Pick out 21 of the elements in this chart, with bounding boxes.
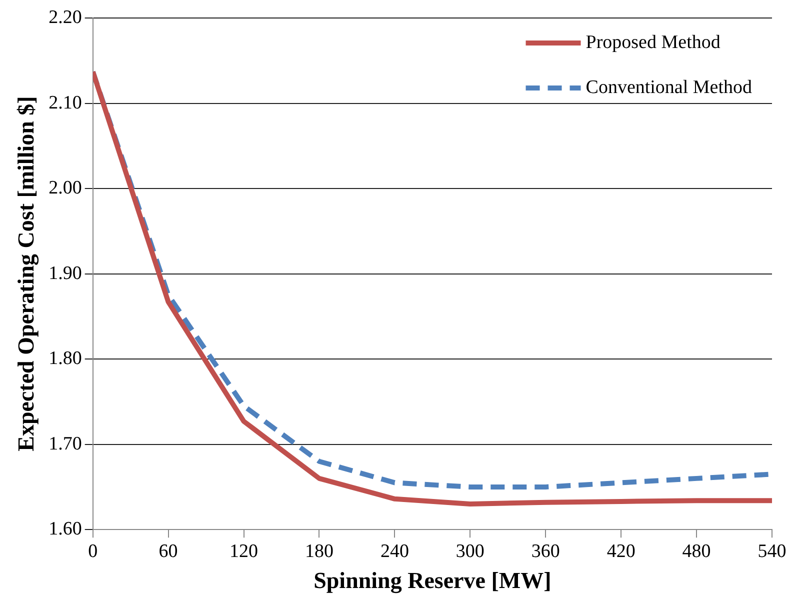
x-tick-label: 120 — [230, 540, 258, 562]
y-tick-label: 1.70 — [48, 433, 82, 454]
x-tick-label: 240 — [380, 540, 409, 562]
legend-label: Proposed Method — [586, 32, 721, 53]
x-tick-label: 300 — [456, 540, 484, 562]
x-tick-label: 420 — [606, 540, 636, 562]
x-tick-label: 0 — [88, 540, 98, 562]
y-tick-label: 2.20 — [48, 6, 82, 28]
y-tick-label: 2.10 — [48, 92, 82, 114]
x-tick-label: 360 — [531, 540, 560, 562]
y-tick-label: 1.90 — [48, 262, 82, 284]
x-tick-label: 540 — [758, 540, 786, 562]
y-axis-title: Expected Operating Cost [million $] — [14, 96, 40, 452]
y-tick-label: 1.60 — [48, 518, 82, 540]
x-tick-label: 480 — [682, 540, 711, 562]
y-tick-label: 2.00 — [48, 178, 82, 199]
y-tick-label: 1.80 — [48, 348, 82, 370]
x-axis-title: Spinning Reserve [MW] — [314, 568, 552, 594]
x-tick-label: 180 — [304, 540, 334, 562]
x-tick-label: 60 — [158, 540, 178, 562]
legend-label: Conventional Method — [586, 76, 752, 98]
